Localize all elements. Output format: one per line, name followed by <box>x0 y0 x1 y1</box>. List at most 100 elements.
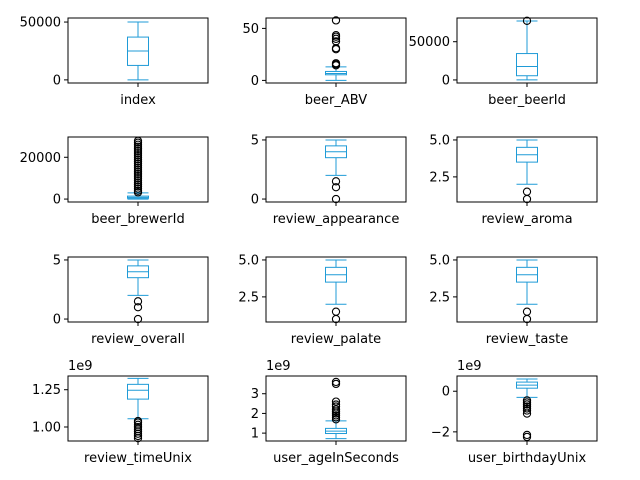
iqr-box <box>127 383 149 400</box>
flier-point <box>133 171 143 181</box>
y-tick-label: 2.5 <box>238 290 259 305</box>
subplot-beer_brewerId: 0 20000 beer_brewerId <box>20 136 209 227</box>
subplot-review_aroma: 2.5 5.0 review_aroma <box>429 133 598 227</box>
y-tick-label: 50000 <box>409 35 450 50</box>
flier-point <box>331 397 341 406</box>
subplot-user_birthdayUnix: −2 0 user_birthdayUnix 1e9 <box>431 359 598 466</box>
flier-point <box>133 155 143 164</box>
flier-point <box>133 151 143 160</box>
flier-point <box>133 174 143 183</box>
flier-point <box>133 169 143 179</box>
y-offset-label: 1e9 <box>68 359 93 374</box>
y-tick-label: 0 <box>442 73 450 88</box>
flier-point <box>133 161 143 170</box>
flier-point <box>522 406 532 415</box>
flier-point <box>133 142 143 151</box>
y-offset-label: 1e9 <box>266 359 291 374</box>
subplot-review_overall: 0 5 review_overall <box>53 253 209 347</box>
flier-point <box>522 307 532 316</box>
flier-point <box>133 136 143 145</box>
y-tick-label: 50 <box>242 22 259 37</box>
flier-point <box>522 432 532 442</box>
flier-point <box>133 303 143 312</box>
flier-point <box>133 140 143 149</box>
flier-point <box>133 186 143 195</box>
x-category-label: review_palate <box>291 332 381 347</box>
flier-point <box>133 159 143 168</box>
flier-point <box>331 59 341 68</box>
flier-point <box>133 178 143 187</box>
flier-point <box>331 183 341 192</box>
subplot-user_ageInSeconds: 1 2 3 user_ageInSeconds 1e9 <box>251 359 407 466</box>
flier-point <box>331 31 341 40</box>
flier-point <box>522 187 532 196</box>
y-tick-label: 50000 <box>20 16 61 31</box>
y-tick-label: 5 <box>251 133 259 148</box>
flier-point <box>331 307 341 316</box>
y-tick-label: 2 <box>251 407 259 422</box>
flier-point <box>331 400 341 409</box>
y-tick-label: 5.0 <box>238 253 259 268</box>
y-tick-label: 1 <box>251 427 259 442</box>
flier-point <box>133 148 143 158</box>
x-category-label: review_overall <box>91 332 185 347</box>
x-category-label: beer_beerId <box>488 93 566 108</box>
flier-point <box>331 34 341 43</box>
subplot-beer_beerId: 0 50000 beer_beerId <box>409 16 598 108</box>
flier-point <box>331 16 341 25</box>
subplot-review_palate: 2.5 5.0 review_palate <box>238 253 407 347</box>
flier-point <box>133 144 143 154</box>
y-tick-label: 3 <box>251 387 259 402</box>
y-offset-label: 1e9 <box>457 359 482 374</box>
y-tick-label: 0 <box>442 385 450 400</box>
y-tick-label: 0 <box>251 193 259 208</box>
subplot-review_taste: 2.5 5.0 review_taste <box>429 253 598 347</box>
flier-point <box>133 146 143 156</box>
flier-point <box>331 177 341 186</box>
flier-point <box>133 176 143 185</box>
x-category-label: review_timeUnix <box>84 451 192 466</box>
x-category-label: review_appearance <box>273 212 400 227</box>
flier-point <box>331 377 341 387</box>
iqr-box <box>516 53 538 77</box>
flier-point <box>133 180 143 189</box>
flier-point <box>133 314 143 324</box>
y-tick-label: 5.0 <box>429 253 450 268</box>
y-tick-label: 2.5 <box>429 290 450 305</box>
y-tick-label: 5 <box>53 253 61 268</box>
flier-point <box>133 157 143 166</box>
subplot-review_appearance: 0 5 review_appearance <box>251 133 407 227</box>
y-tick-label: −2 <box>431 425 450 440</box>
flier-point <box>133 422 143 432</box>
subplot-index: 0 50000 index <box>20 16 209 108</box>
y-tick-label: 5.0 <box>429 133 450 148</box>
flier-point <box>522 16 532 25</box>
flier-point <box>133 420 143 429</box>
subplot-review_timeUnix: 1.00 1.25 review_timeUnix 1e9 <box>32 359 209 466</box>
y-tick-label: 0 <box>251 74 259 89</box>
y-tick-label: 0 <box>53 73 61 88</box>
flier-point <box>133 416 143 426</box>
y-tick-label: 0 <box>53 313 61 328</box>
y-tick-label: 1.25 <box>32 383 61 398</box>
x-category-label: index <box>120 93 156 108</box>
flier-point <box>522 409 532 418</box>
flier-point <box>331 405 341 414</box>
subplot-beer_ABV: 0 50 beer_ABV <box>242 16 407 108</box>
flier-point <box>133 167 143 177</box>
flier-point <box>133 184 143 193</box>
y-tick-label: 1.00 <box>32 420 61 435</box>
x-category-label: beer_brewerId <box>91 212 184 227</box>
x-category-label: user_birthdayUnix <box>468 451 587 466</box>
flier-point <box>133 165 143 174</box>
flier-point <box>133 182 143 191</box>
flier-point <box>133 297 143 306</box>
flier-point <box>133 163 143 172</box>
flier-point <box>331 37 341 46</box>
x-category-label: beer_ABV <box>305 93 368 108</box>
x-category-label: review_aroma <box>481 212 572 227</box>
y-tick-label: 0 <box>53 193 61 208</box>
x-category-label: user_ageInSeconds <box>273 451 399 466</box>
x-category-label: review_taste <box>486 332 568 347</box>
